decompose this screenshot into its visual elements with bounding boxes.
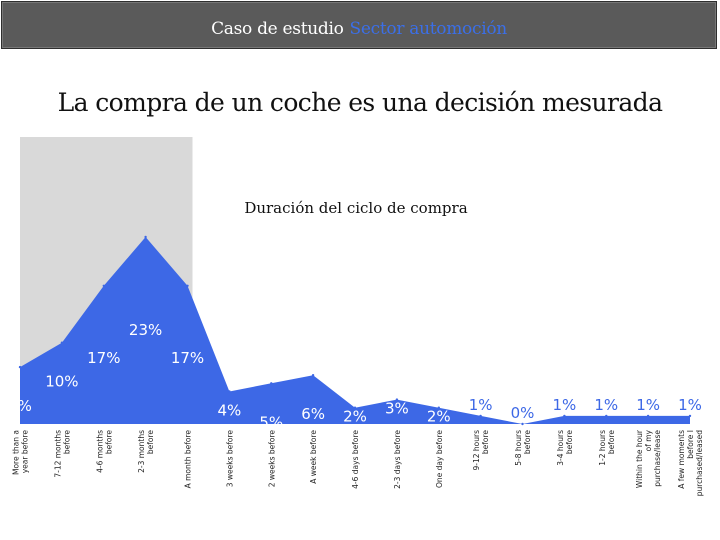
data-label: 5%: [259, 413, 283, 431]
data-point: [646, 414, 650, 418]
data-point: [479, 414, 482, 418]
data-point: [186, 284, 189, 287]
data-label: 4%: [218, 402, 242, 420]
data-label: 1%: [469, 396, 493, 414]
data-label: 0%: [511, 404, 535, 422]
data-label: 7%: [8, 397, 32, 415]
svg-text:2 weeks before: 2 weeks before: [267, 430, 276, 488]
data-point: [605, 414, 608, 418]
x-tick-label: One day before: [435, 430, 444, 488]
header-title: Caso de estudio: [211, 19, 344, 39]
chart-title: Duración del ciclo de compra: [244, 199, 467, 217]
data-point: [395, 398, 399, 401]
data-point: [353, 406, 357, 409]
svg-text:3 weeks before: 3 weeks before: [225, 430, 234, 488]
svg-text:Within the hourof mypurchase/l: Within the hourof mypurchase/lease: [635, 429, 662, 488]
data-label: 2%: [427, 408, 451, 426]
data-label: 17%: [171, 349, 204, 367]
data-point: [270, 382, 273, 385]
x-tick-label: 4-6 days before: [351, 430, 360, 489]
x-tick-label: More than ayear before: [12, 430, 30, 475]
data-label: 23%: [129, 321, 162, 339]
series-area: [20, 237, 690, 424]
svg-text:9-12 hoursbefore: 9-12 hoursbefore: [472, 430, 490, 471]
x-tick-label: 2-3 monthsbefore: [137, 430, 155, 473]
data-point: [521, 422, 524, 426]
data-point: [102, 284, 106, 287]
x-tick-label: 3 weeks before: [225, 430, 234, 488]
x-tick-label: 2-3 days before: [393, 430, 402, 489]
data-label: 3%: [385, 400, 409, 418]
data-point: [563, 414, 566, 418]
x-tick-label: Within the hourof mypurchase/lease: [635, 429, 662, 488]
data-label: 2%: [343, 408, 367, 426]
svg-text:1-2 hoursbefore: 1-2 hoursbefore: [598, 430, 616, 466]
svg-text:7-12 monthsbefore: 7-12 monthsbefore: [53, 430, 71, 478]
x-tick-label: 5-8 hoursbefore: [514, 430, 532, 466]
header-subtitle: Sector automoción: [349, 19, 508, 39]
x-tick-label: 4-6 monthsbefore: [95, 430, 113, 473]
svg-text:3-4 hoursbefore: 3-4 hoursbefore: [556, 430, 574, 466]
data-point: [60, 341, 64, 344]
data-point: [144, 235, 147, 239]
slide-title: La compra de un coche es una decisión me…: [57, 88, 663, 117]
data-label: 1%: [636, 396, 660, 414]
data-point: [437, 406, 440, 409]
x-tick-label: 3-4 hoursbefore: [556, 430, 574, 466]
svg-text:A week before: A week before: [309, 430, 318, 484]
svg-text:A few momentsbefore Ipurchased: A few momentsbefore Ipurchased/leased: [677, 430, 704, 497]
x-tick-label: A month before: [184, 430, 193, 489]
svg-text:One day before: One day before: [435, 430, 444, 488]
svg-text:A month before: A month before: [184, 430, 193, 489]
data-point: [228, 390, 231, 393]
x-tick-label: 2 weeks before: [267, 430, 276, 488]
svg-text:4-6 days before: 4-6 days before: [351, 430, 360, 489]
data-label: 1%: [678, 396, 702, 414]
x-tick-label: A week before: [309, 430, 318, 484]
svg-text:2-3 monthsbefore: 2-3 monthsbefore: [137, 430, 155, 473]
x-tick-label: 7-12 monthsbefore: [53, 430, 71, 478]
svg-text:5-8 hoursbefore: 5-8 hoursbefore: [514, 430, 532, 466]
x-tick-label: 9-12 hoursbefore: [472, 430, 490, 471]
header-bar: Caso de estudio Sector automoción: [1, 1, 717, 49]
data-label: 1%: [594, 396, 618, 414]
data-label: 1%: [553, 396, 577, 414]
data-label: 17%: [87, 349, 120, 367]
x-tick-label: 1-2 hoursbefore: [598, 430, 616, 466]
data-point: [688, 414, 692, 418]
x-tick-label: A few momentsbefore Ipurchased/leased: [677, 430, 704, 497]
svg-text:4-6 monthsbefore: 4-6 monthsbefore: [95, 430, 113, 473]
data-label: 6%: [301, 405, 325, 423]
data-label: 10%: [45, 373, 78, 391]
data-point: [311, 374, 315, 377]
data-point: [18, 365, 22, 369]
svg-text:2-3 days before: 2-3 days before: [393, 430, 402, 489]
svg-text:More than ayear before: More than ayear before: [12, 430, 30, 475]
